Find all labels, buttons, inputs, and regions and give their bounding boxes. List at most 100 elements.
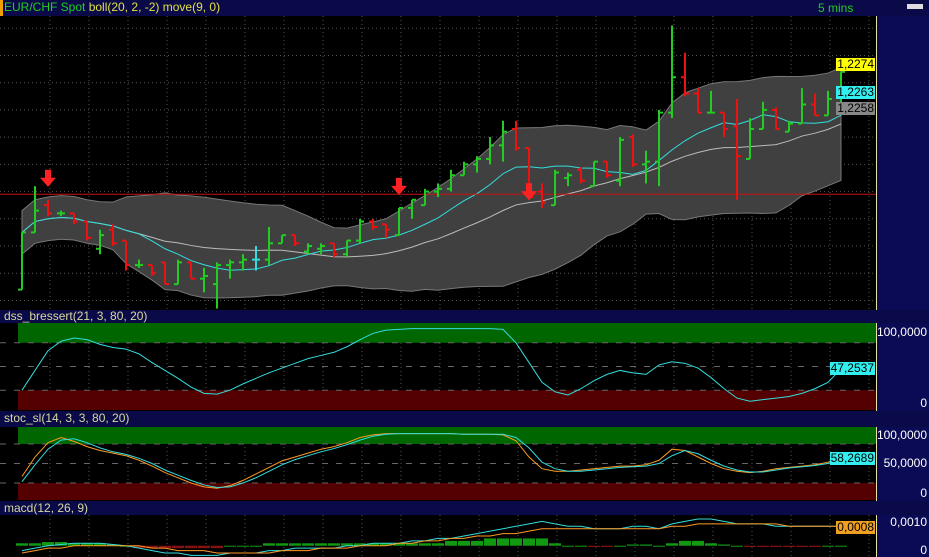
ohlc-bar — [330, 242, 338, 257]
macd-histogram-bar — [679, 540, 691, 546]
dss-title: dss_bressert(21, 3, 80, 20) — [4, 309, 148, 323]
macd-histogram-bar — [198, 545, 210, 549]
ohlc-bar — [681, 52, 689, 97]
macd-histogram-bar — [107, 544, 119, 546]
timeframe-label: 5 mins — [818, 1, 854, 15]
macd-histogram-bar — [705, 543, 717, 546]
ohlc-bar — [642, 150, 650, 184]
window-control[interactable] — [907, 4, 923, 9]
macd-histogram-bar — [367, 543, 379, 546]
stoc-axis-header — [876, 411, 929, 427]
ohlc-bar — [395, 206, 403, 237]
sell-signal-arrow-icon — [521, 183, 537, 201]
studies-label: boll(20, 2, -2) move(9, 0) — [88, 0, 221, 14]
symbol-label: EUR/CHF Spot — [4, 0, 86, 14]
macd-histogram-bar — [744, 545, 756, 547]
macd-histogram-bar — [731, 545, 743, 547]
macd-histogram-bar — [562, 545, 574, 547]
dss-value-tag: 47,2537 — [829, 361, 875, 375]
header-color-marker — [0, 0, 3, 16]
macd-histogram-bar — [770, 545, 782, 547]
dss-line-1 — [21, 328, 842, 402]
ohlc-bar — [538, 183, 546, 208]
bollinger-middle-line — [21, 123, 842, 258]
stoc-axis[interactable]: 100,0000 50,0000 0 — [876, 427, 929, 501]
macd-histogram-bar — [419, 543, 431, 546]
ohlc-bar — [135, 259, 143, 268]
macd-histogram-bar — [302, 543, 314, 546]
ohlc-bar — [70, 212, 78, 225]
ohlc-bar — [109, 224, 117, 247]
ohlc-bar — [551, 169, 559, 207]
ohlc-bar — [148, 264, 156, 276]
stoc-tick-50: 50,0000 — [883, 456, 927, 470]
ohlc-bar — [317, 243, 325, 255]
stoc-oversold-zone — [18, 483, 876, 500]
ohlc-bar — [629, 134, 637, 168]
stoc-line-2 — [21, 433, 842, 489]
dss-axis[interactable]: 100,0000 0 — [876, 323, 929, 411]
macd-axis[interactable]: 0,0010 0 — [876, 515, 929, 557]
ohlc-bar — [720, 111, 728, 138]
last-price-tag: 1,2274 — [836, 57, 875, 71]
ohlc-bar — [226, 259, 234, 279]
ohlc-bar — [187, 261, 195, 280]
macd-histogram-bar — [510, 538, 522, 546]
ohlc-bar — [291, 234, 299, 247]
macd-histogram-bar — [796, 545, 808, 547]
price-axis[interactable] — [876, 16, 929, 310]
macd-histogram-bar — [601, 545, 613, 547]
macd-histogram-bar — [549, 543, 561, 546]
moving-average-line — [21, 114, 842, 271]
macd-tick-0: 0 — [920, 543, 927, 557]
macd-histogram-bar — [16, 543, 28, 546]
macd-histogram-bar — [627, 544, 639, 546]
macd-line-2 — [21, 523, 841, 554]
ohlc-bar — [239, 254, 247, 271]
ohlc-bar — [473, 156, 481, 173]
ohlc-bar — [421, 188, 429, 207]
ohlc-bar — [408, 198, 416, 219]
macd-histogram-bar — [94, 543, 106, 546]
ohlc-bar — [759, 101, 767, 130]
macd-tick-0010: 0,0010 — [890, 515, 927, 529]
macd-histogram-bar — [81, 543, 93, 546]
dss-tick-0: 0 — [920, 396, 927, 410]
ohlc-bar — [447, 169, 455, 192]
ohlc-bar — [577, 167, 585, 184]
stoc-tick-0: 0 — [920, 486, 927, 500]
macd-histogram-bar — [42, 542, 54, 546]
macd-histogram-bar — [406, 543, 418, 546]
dss-panel-header: dss_bressert(21, 3, 80, 20) — [0, 310, 876, 323]
main-chart-header: EUR/CHF Spot boll(20, 2, -2) move(9, 0) — [0, 0, 876, 16]
ohlc-bar — [772, 107, 780, 130]
macd-histogram-bar — [185, 545, 197, 549]
ohlc-bar — [213, 262, 221, 309]
dss-overbought-zone — [18, 323, 876, 343]
ohlc-bar — [590, 160, 598, 188]
macd-histogram-bar — [172, 545, 184, 549]
dss-tick-100: 100,0000 — [876, 325, 927, 339]
ohlc-bar — [785, 120, 793, 133]
dss-oversold-zone — [18, 390, 876, 410]
ohlc-bar — [486, 137, 494, 165]
macd-histogram-bar — [471, 540, 483, 546]
macd-histogram-bar — [328, 543, 340, 546]
ohlc-bar — [96, 229, 104, 255]
ma20-value-tag: 1,2258 — [836, 101, 875, 115]
ohlc-bar — [616, 137, 624, 187]
ohlc-bar — [798, 88, 806, 125]
macd-histogram-bar — [393, 543, 405, 546]
macd-histogram-bar — [315, 543, 327, 546]
macd-histogram-bar — [523, 538, 535, 546]
ohlc-bar — [746, 118, 754, 160]
ohlc-bar — [83, 220, 91, 241]
sell-signal-arrow-icon — [391, 177, 407, 195]
macd-histogram-bar — [380, 543, 392, 546]
macd-histogram-bar — [757, 545, 769, 547]
macd-histogram-bar — [575, 545, 587, 547]
ohlc-bar — [252, 246, 260, 271]
bollinger-band — [21, 66, 842, 299]
